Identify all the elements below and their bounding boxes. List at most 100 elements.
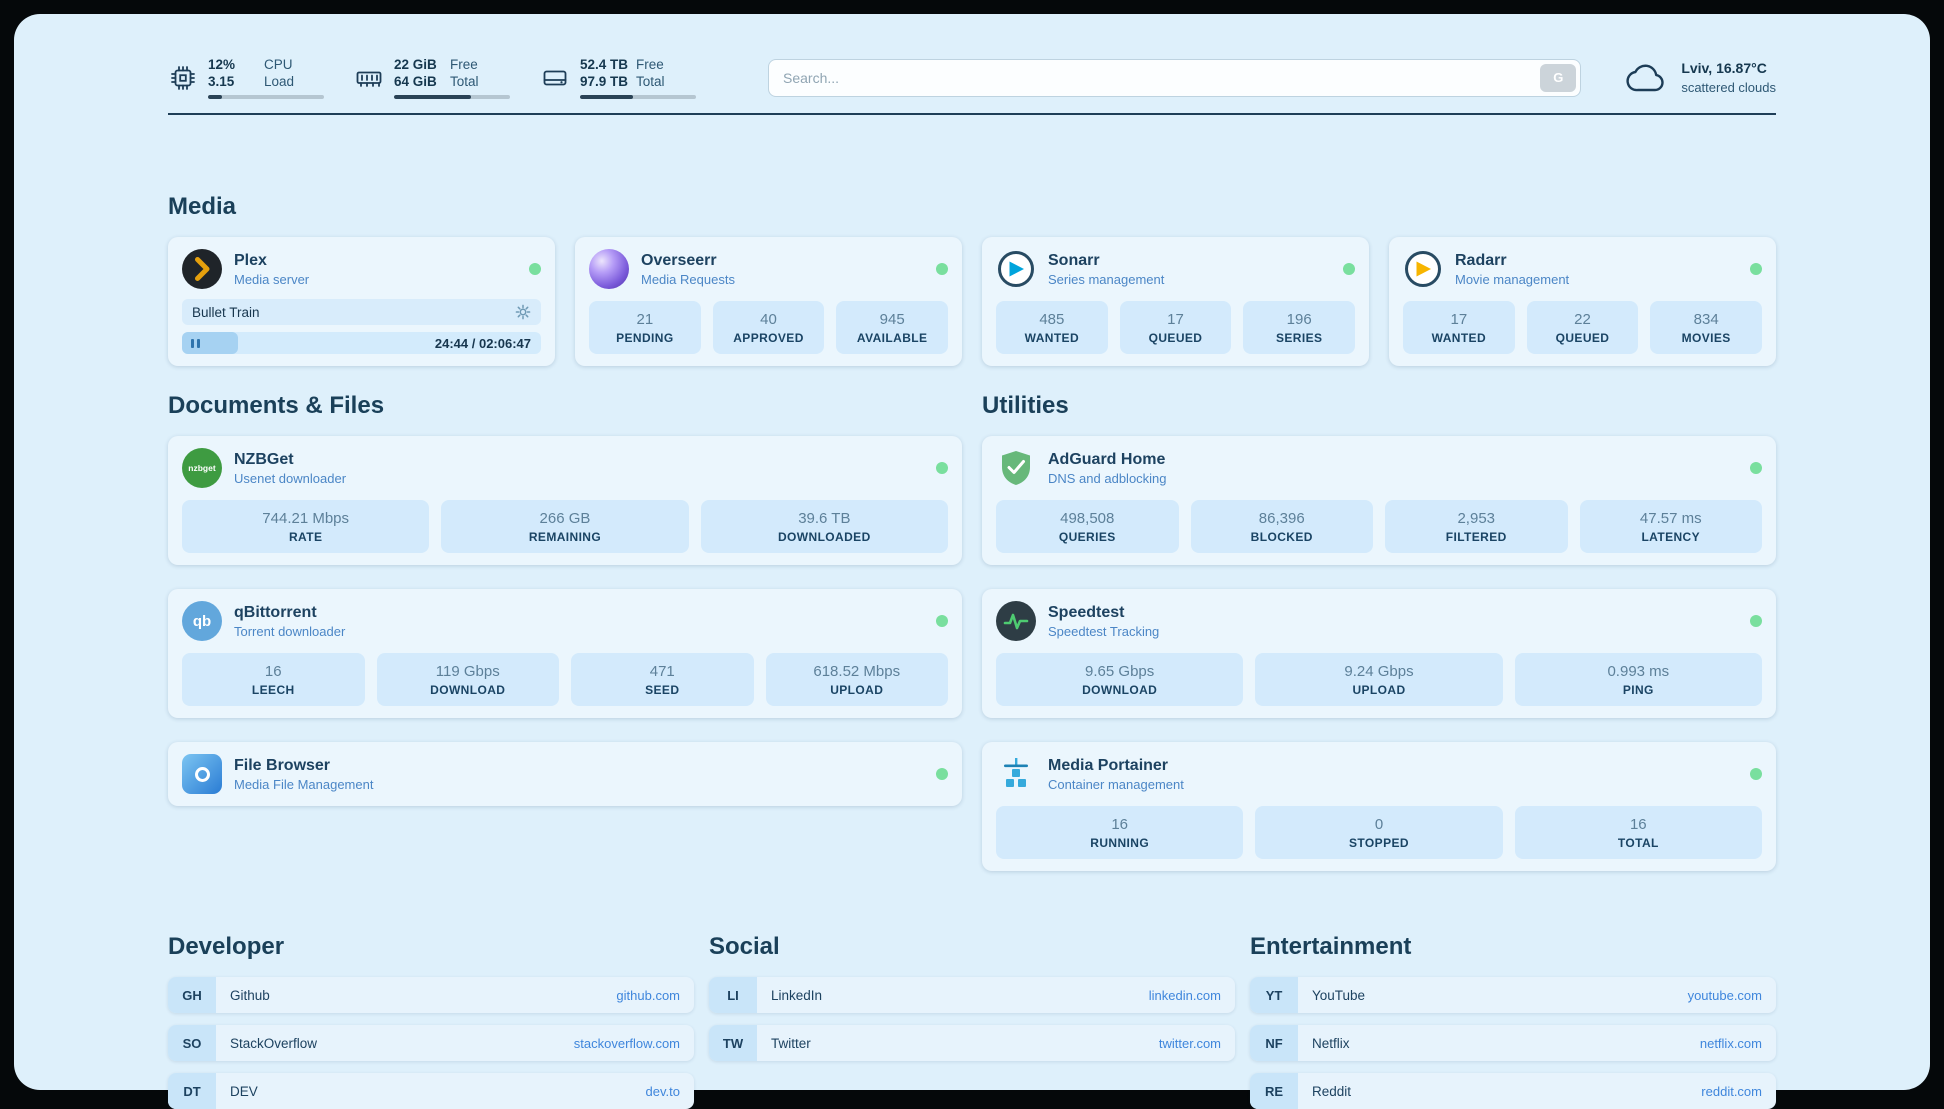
bookmark-url: linkedin.com bbox=[1149, 988, 1235, 1003]
search-input[interactable] bbox=[768, 59, 1581, 97]
service-desc: Media File Management bbox=[234, 776, 373, 793]
sonarr-icon bbox=[996, 249, 1036, 289]
service-name: Media Portainer bbox=[1048, 756, 1184, 776]
topbar-divider bbox=[168, 113, 1776, 115]
service-desc: Movie management bbox=[1455, 271, 1569, 288]
two-column-area: Documents & Files nzbget NZBGet Usenet d… bbox=[168, 392, 1776, 871]
memory-free-value: 22 GiB bbox=[394, 56, 450, 73]
service-desc: Usenet downloader bbox=[234, 470, 346, 487]
bookmark-name: Netflix bbox=[1312, 1036, 1350, 1051]
pause-button[interactable] bbox=[182, 332, 238, 354]
status-dot bbox=[936, 615, 948, 627]
cpu-label: CPU bbox=[264, 56, 293, 73]
status-dot bbox=[936, 768, 948, 780]
playback-progress-bar[interactable]: 24:44 / 02:06:47 bbox=[182, 332, 541, 354]
weather-condition: scattered clouds bbox=[1681, 78, 1776, 97]
status-dot bbox=[1750, 615, 1762, 627]
radarr-icon bbox=[1403, 249, 1443, 289]
bookmark-linkedin[interactable]: LI LinkedIn linkedin.com bbox=[709, 977, 1235, 1013]
memory-progress-bar bbox=[394, 95, 510, 99]
settings-gear-icon[interactable] bbox=[515, 304, 531, 320]
service-desc: Media server bbox=[234, 271, 309, 288]
bookmark-name: Reddit bbox=[1312, 1084, 1351, 1099]
service-desc: DNS and adblocking bbox=[1048, 470, 1167, 487]
speedtest-icon bbox=[996, 601, 1036, 641]
portainer-icon bbox=[996, 754, 1036, 794]
search-provider-button[interactable]: G bbox=[1540, 64, 1576, 92]
overseerr-icon bbox=[589, 249, 629, 289]
weather-location: Lviv, 16.87°C bbox=[1681, 59, 1776, 78]
filebrowser-icon bbox=[182, 754, 222, 794]
bookmark-stackoverflow[interactable]: SO StackOverflow stackoverflow.com bbox=[168, 1025, 694, 1061]
bookmark-name: Twitter bbox=[771, 1036, 811, 1051]
status-dot bbox=[529, 263, 541, 275]
nzbget-icon: nzbget bbox=[182, 448, 222, 488]
service-name: qBittorrent bbox=[234, 603, 345, 623]
cpu-load-value: 3.15 bbox=[208, 73, 264, 90]
bookmark-url: netflix.com bbox=[1700, 1036, 1776, 1051]
bookmark-netflix[interactable]: NF Netflix netflix.com bbox=[1250, 1025, 1776, 1061]
bookmark-abbr: NF bbox=[1250, 1025, 1298, 1061]
now-playing-title: Bullet Train bbox=[192, 305, 260, 320]
section-title-social: Social bbox=[709, 933, 1235, 961]
bookmark-youtube[interactable]: YT YouTube youtube.com bbox=[1250, 977, 1776, 1013]
memory-icon bbox=[354, 63, 384, 93]
bookmark-abbr: LI bbox=[709, 977, 757, 1013]
service-name: AdGuard Home bbox=[1048, 450, 1167, 470]
disk-icon bbox=[540, 63, 570, 93]
status-dot bbox=[1750, 263, 1762, 275]
bookmark-abbr: SO bbox=[168, 1025, 216, 1061]
bookmark-name: Github bbox=[230, 988, 270, 1003]
service-card-nzbget[interactable]: nzbget NZBGet Usenet downloader 744.21 M… bbox=[168, 436, 962, 565]
media-grid: Plex Media server Bullet Train bbox=[168, 237, 1776, 366]
bookmark-abbr: TW bbox=[709, 1025, 757, 1061]
qbittorrent-icon: qb bbox=[182, 601, 222, 641]
bookmark-abbr: GH bbox=[168, 977, 216, 1013]
service-card-filebrowser[interactable]: File Browser Media File Management bbox=[168, 742, 962, 806]
bookmark-twitter[interactable]: TW Twitter twitter.com bbox=[709, 1025, 1235, 1061]
bookmark-github[interactable]: GH Github github.com bbox=[168, 977, 694, 1013]
disk-free-label: Free bbox=[636, 56, 664, 73]
developer-column: Developer GH Github github.com SO StackO… bbox=[168, 933, 694, 1109]
memory-progress-fill bbox=[394, 95, 471, 99]
section-title-developer: Developer bbox=[168, 933, 694, 961]
bookmark-url: dev.to bbox=[646, 1084, 694, 1099]
section-title-documents: Documents & Files bbox=[168, 392, 962, 420]
search-container: G bbox=[768, 59, 1581, 97]
service-desc: Container management bbox=[1048, 776, 1184, 793]
status-dot bbox=[1750, 462, 1762, 474]
bookmark-name: StackOverflow bbox=[230, 1036, 317, 1051]
utilities-column: Utilities AdGuard Home bbox=[982, 392, 1776, 871]
memory-free-label: Free bbox=[450, 56, 478, 73]
service-card-plex[interactable]: Plex Media server Bullet Train bbox=[168, 237, 555, 366]
